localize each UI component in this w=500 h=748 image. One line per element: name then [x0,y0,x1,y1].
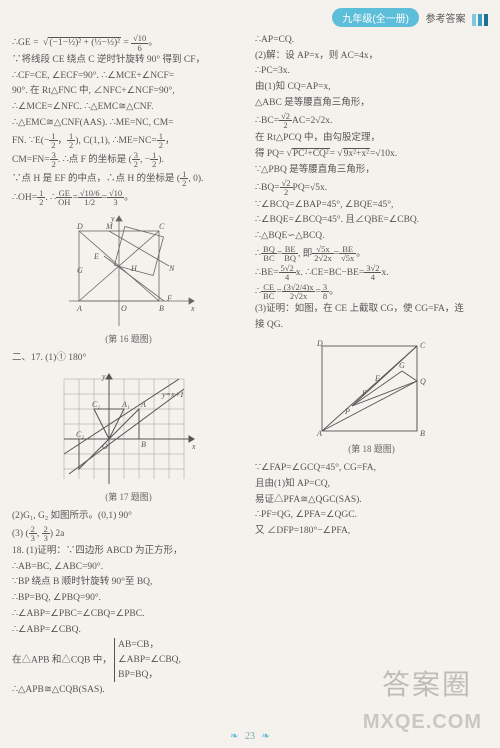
svg-text:C: C [159,222,165,231]
line: ∴△APB≅△CQB(SAS). [12,683,245,698]
line: ∵∠BCQ=∠BAP=45°, ∠BQE=45°, [255,198,488,213]
svg-text:C₂: C₂ [76,430,84,439]
line: ∴BC=√22AC=2√2x. [255,112,488,130]
line: 90°. 在 Rt△FNC 中, ∠NFC+∠NCF=90°, [12,84,245,99]
page-footer: ❧ 23 ❧ [0,731,500,742]
line: FN. ∵E(−12，12), C(1,1), ∴ME=NC=12， [12,132,245,150]
line: ∴BE=5√24x. ∴CE=BC−BE=3√24x. [255,264,488,282]
svg-text:C₁: C₁ [92,400,100,409]
content-columns: ∴GE = (−1−½)² + (⅓−½)² = √106。 ∵将线段 CE 绕… [12,33,488,703]
svg-text:A₁: A₁ [121,400,130,409]
figure-18-caption: (第 18 题图) [255,443,488,457]
svg-text:B: B [420,429,425,438]
leaf-icon: ❧ [230,731,238,742]
line: 在 Rt△PCQ 中，由勾股定理， [255,131,488,146]
figure-16-caption: (第 16 题图) [12,333,245,347]
line: 接 QG. [255,318,488,333]
line: ∴∠BQE=∠BCQ=45°. 且∠QBE=∠CBQ. [255,213,488,228]
header-bars [472,14,488,26]
line: ∴∠ABP=∠CBQ. [12,623,245,638]
svg-text:F: F [166,294,172,303]
svg-text:x: x [191,442,196,451]
line: ∵点 H 是 EF 的中点，∴点 H 的坐标是 (12, 0). [12,170,245,188]
line: ∴△BQE∽△BCQ. [255,229,488,244]
figure-17-caption: (第 17 题图) [12,491,245,505]
page-number: 23 [245,731,255,742]
line: 在△APB 和△CQB 中， AB=CB， ∠ABP=∠CBQ, BP=BQ， [12,638,245,682]
line: 且由(1)知 AP=CQ, [255,477,488,492]
svg-text:O: O [121,304,127,313]
svg-text:O: O [102,442,108,451]
line: CM=FN=32. ∴点 F 的坐标是 (32, −12). [12,151,245,169]
svg-text:B: B [159,304,164,313]
line: ∵BP 绕点 B 顺时针旋转 90°至 BQ, [12,575,245,590]
line: ∴BQBC=BEBQ, 即√5x2√2x=BE√5x。 [255,245,488,263]
line: (2)G₁, G₂ 如图所示。(0,1) 90° [12,509,245,524]
line: 易证△PFA≅△QGC(SAS). [255,493,488,508]
svg-text:A: A [316,429,322,438]
svg-text:y=x+1: y=x+1 [161,390,184,399]
line: ∴△EMC≅△CNF(AAS). ∴ME=NC, CM= [12,116,245,131]
line: 由(1)知 CQ=AP=x, [255,80,488,95]
q17-head: 二、17. (1)① 180° [12,351,245,366]
svg-text:D: D [316,339,323,348]
line: ∴BQ=√22PQ=√5x. [255,179,488,197]
line: ∴AB=BC, ∠ABC=90°. [12,560,245,575]
svg-text:D: D [76,222,83,231]
svg-text:F: F [361,389,367,398]
line: ∵将线段 CE 绕点 C 逆时针旋转 90° 得到 CF， [12,53,245,68]
line: ∵△PBQ 是等腰直角三角形， [255,163,488,178]
line: ∴∠ABP=∠PBC=∠CBQ=∠PBC. [12,607,245,622]
svg-text:x: x [190,304,195,313]
line: 又 ∠DFP=180°−∠PFA, [255,524,488,539]
svg-text:N: N [168,264,175,273]
svg-text:M: M [105,222,114,231]
figure-17: y x A B O C₂ A₁ C₁ y=x+1 (第 17 题图) [12,369,245,505]
header-pill: 九年级(全一册) [332,8,419,27]
svg-text:E: E [374,374,380,383]
line: 得 PQ=PC²+CQ²=9x²+x²=√10x. [255,146,488,162]
line: ∴CEBC=(3√2/4)x2√2x=38。 [255,283,488,301]
line: ∴PF=QG, ∠PFA=∠QGC. [255,508,488,523]
line: (3) (23, 23) 2a [12,525,245,543]
svg-text:E: E [93,252,99,261]
svg-text:P: P [344,407,350,416]
line: ∴PC=3x. [255,64,488,79]
svg-text:C: C [420,341,426,350]
line: ∴CF=CE, ∠ECF=90°. ∴∠MCE+∠NCF= [12,69,245,84]
line: ∴AP=CQ. [255,33,488,48]
svg-text:A: A [140,400,146,409]
svg-text:y: y [110,214,115,223]
svg-text:G: G [399,361,405,370]
line: △ABC 是等腰直角三角形， [255,96,488,111]
leaf-icon: ❧ [262,731,270,742]
svg-text:y: y [101,372,106,381]
svg-text:B: B [141,440,146,449]
header-suffix: 参考答案 [426,10,466,25]
q18: 18. (1)证明：∵四边形 ABCD 为正方形， [12,544,245,559]
svg-text:A: A [76,304,82,313]
line: ∴GE = (−1−½)² + (⅓−½)² = √106。 [12,34,245,52]
svg-text:G: G [77,266,83,275]
line: ∴OH=12. ∴GEOH=√10/61/2=√103。 [12,189,245,207]
line: (2)解：设 AP=x，则 AC=4x， [255,49,488,64]
svg-text:H: H [130,264,138,273]
line: ∴∠MCE=∠NFC. ∴△EMC≅△CNF. [12,100,245,115]
svg-text:Q: Q [420,377,426,386]
figure-16: D M C A O B x y E G N H F (第 16 题图) [12,211,245,347]
line: (3)证明：如图，在 CE 上截取 CG，使 CG=FA，连 [255,302,488,317]
line: ∵∠FAP=∠GCQ=45°, CG=FA, [255,461,488,476]
figure-18: D C A B P Q G E F (第 18 题图) [255,336,488,457]
line: ∴BP=BQ, ∠PBQ=90°. [12,591,245,606]
